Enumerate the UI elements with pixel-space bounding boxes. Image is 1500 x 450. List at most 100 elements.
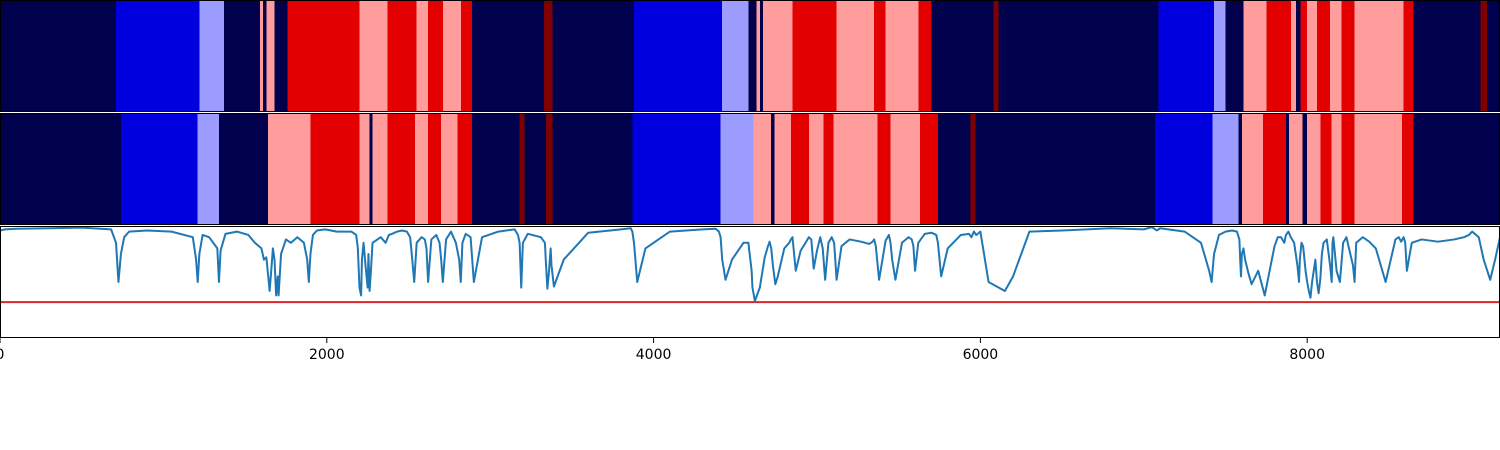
segment-block: [259, 0, 264, 112]
segment-block: [748, 0, 758, 112]
segment-block: [387, 0, 418, 112]
segment-block: [1241, 113, 1264, 225]
segment-block: [1212, 113, 1240, 225]
segment-block: [833, 113, 878, 225]
segment-block: [772, 0, 793, 112]
segment-block: [1243, 0, 1267, 112]
segment-block: [1263, 113, 1287, 225]
segment-block: [919, 113, 939, 225]
segment-block: [931, 0, 994, 112]
segment-block: [287, 0, 311, 112]
segment-block: [274, 0, 289, 112]
x-tick-label: 4000: [636, 347, 672, 363]
segment-block: [1290, 0, 1297, 112]
segment-block: [1320, 113, 1333, 225]
segment-block: [1302, 113, 1308, 225]
segment-block: [1341, 113, 1356, 225]
segment-block: [1354, 113, 1403, 225]
segment-block: [442, 0, 462, 112]
segment-block: [120, 113, 199, 225]
segment-block: [763, 0, 774, 112]
segment-block: [1354, 0, 1405, 112]
segment-block: [1225, 0, 1244, 112]
segment-block: [218, 113, 269, 225]
segment-block: [552, 0, 635, 112]
segment-block: [756, 0, 761, 112]
segment-block: [1316, 0, 1331, 112]
segment-block: [918, 0, 932, 112]
segment-block: [310, 0, 360, 112]
segment-block: [1155, 113, 1213, 225]
segment-block: [457, 113, 473, 225]
segment-block: [993, 0, 999, 112]
segment-block: [552, 113, 633, 225]
segment-block: [369, 113, 374, 225]
segmentation-row-top: [0, 0, 1500, 112]
segment-block: [720, 113, 754, 225]
segment-block: [197, 113, 220, 225]
segment-block: [116, 0, 200, 112]
segment-block: [836, 0, 875, 112]
segment-block: [441, 113, 459, 225]
segment-block: [790, 113, 810, 225]
segment-block: [1295, 0, 1302, 112]
segment-block: [1331, 113, 1343, 225]
segment-block: [359, 0, 388, 112]
segment-block: [199, 0, 225, 112]
segment-block: [808, 113, 825, 225]
segment-block: [310, 113, 360, 225]
segment-block: [792, 0, 838, 112]
segment-block: [472, 113, 521, 225]
segment-block: [277, 113, 311, 225]
segment-block: [1401, 113, 1414, 225]
x-tick-label: 6000: [963, 347, 999, 363]
segment-block: [387, 113, 416, 225]
x-tick-label: 8000: [1289, 347, 1325, 363]
segment-block: [544, 0, 553, 112]
segment-block: [823, 113, 834, 225]
segment-block: [722, 0, 749, 112]
segment-block: [874, 0, 887, 112]
segment-block: [1285, 113, 1290, 225]
segment-block: [753, 113, 772, 225]
segment-block: [519, 113, 526, 225]
segment-block: [998, 0, 1159, 112]
segment-block: [1214, 0, 1226, 112]
segment-block: [937, 113, 972, 225]
x-tick-label: 0: [0, 347, 4, 363]
segment-block: [975, 113, 1156, 225]
segment-block: [877, 113, 892, 225]
segment-block: [771, 113, 776, 225]
segment-block: [632, 113, 722, 225]
segment-block: [633, 0, 723, 112]
segment-block: [372, 113, 388, 225]
segment-block: [970, 113, 976, 225]
segment-block: [263, 0, 267, 112]
segment-block: [1238, 113, 1243, 225]
segment-block: [416, 0, 429, 112]
segment-block: [460, 0, 473, 112]
segment-block: [1289, 113, 1303, 225]
segment-block: [1413, 0, 1481, 112]
segment-block: [1486, 0, 1500, 112]
segment-block: [890, 113, 921, 225]
segment-block: [428, 113, 442, 225]
segment-block: [1413, 113, 1500, 225]
segment-block: [359, 113, 370, 225]
segment-block: [885, 0, 919, 112]
segment-block: [267, 113, 279, 225]
segment-block: [0, 0, 117, 112]
segmentation-row-bottom: [0, 113, 1500, 225]
segment-block: [1300, 0, 1308, 112]
probability-line-panel: [0, 226, 1500, 304]
x-axis: 0 2000 4000 6000 8000: [0, 338, 1325, 363]
segment-block: [774, 113, 792, 225]
segment-block: [1266, 0, 1292, 112]
segment-block: [1341, 0, 1356, 112]
segment-block: [0, 113, 122, 225]
segment-block: [1480, 0, 1488, 112]
segment-block: [545, 113, 553, 225]
segment-block: [223, 0, 261, 112]
segment-block: [472, 0, 545, 112]
